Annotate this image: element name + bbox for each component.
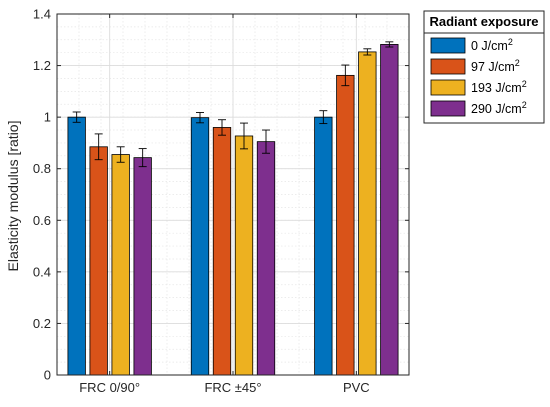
bar bbox=[212, 127, 232, 376]
legend-swatch bbox=[430, 79, 466, 96]
legend-swatch bbox=[430, 58, 466, 75]
bar bbox=[89, 146, 108, 376]
y-tick-label: 0.4 bbox=[33, 264, 51, 279]
legend-entry-superscript: 2 bbox=[522, 79, 527, 89]
legend-swatch bbox=[430, 100, 466, 117]
y-tick-label: 1.2 bbox=[33, 58, 51, 73]
y-tick-label: 0.2 bbox=[33, 316, 51, 331]
grid bbox=[57, 13, 409, 376]
legend-entry-label: 0 J/cm2 bbox=[471, 37, 513, 53]
legend: Radiant exposure 0 J/cm2 97 J/cm2 193 J/cm2… bbox=[423, 10, 545, 124]
bar bbox=[190, 117, 210, 376]
y-tick-label: 1.4 bbox=[33, 7, 51, 22]
x-tick-label: FRC 0/90° bbox=[79, 380, 140, 395]
x-tick-label: FRC ±45° bbox=[204, 380, 261, 395]
legend-entry-superscript: 2 bbox=[515, 58, 520, 68]
bar bbox=[336, 74, 355, 376]
bar bbox=[234, 135, 254, 376]
legend-entry-superscript: 2 bbox=[508, 37, 513, 47]
axes: 0 0.2 0.4 0.6 0.8 1 1.2 1.4 FRC 0/90° FRC ±45° PVC bbox=[33, 7, 410, 395]
bar bbox=[358, 51, 377, 376]
bar bbox=[314, 116, 333, 376]
legend-entry-label: 193 J/cm2 bbox=[471, 79, 527, 95]
legend-swatch bbox=[430, 37, 466, 54]
x-tick-label: PVC bbox=[343, 380, 370, 395]
bars bbox=[67, 41, 399, 376]
y-tick-label: 0.8 bbox=[33, 161, 51, 176]
legend-entry-label: 97 J/cm2 bbox=[471, 58, 520, 74]
y-axis-label: Elasticity modulus [ratio] bbox=[5, 121, 21, 272]
legend-title: Radiant exposure bbox=[429, 14, 538, 29]
bar bbox=[380, 44, 399, 376]
bar bbox=[111, 154, 130, 376]
y-tick-label: 0.6 bbox=[33, 213, 51, 228]
bar bbox=[133, 157, 152, 376]
y-tick-label: 0 bbox=[44, 368, 51, 383]
legend-entry-superscript: 2 bbox=[522, 100, 527, 110]
bar bbox=[67, 116, 86, 376]
bar bbox=[256, 141, 276, 376]
legend-entry-label: 290 J/cm2 bbox=[471, 100, 527, 116]
y-tick-label: 1 bbox=[44, 110, 51, 125]
